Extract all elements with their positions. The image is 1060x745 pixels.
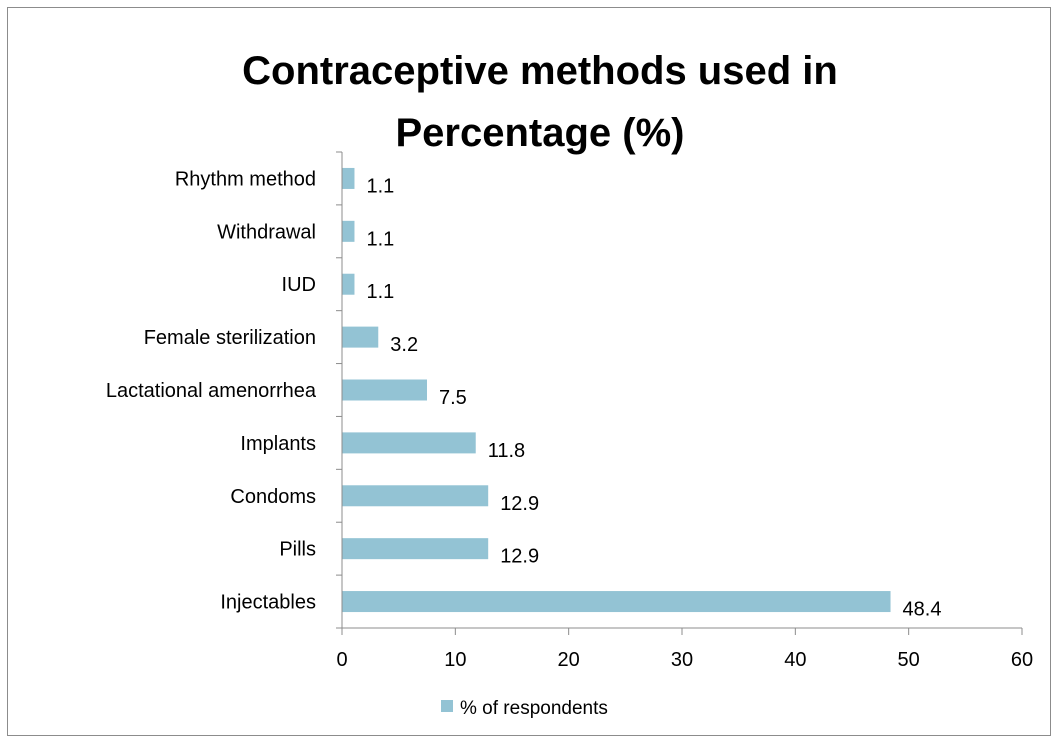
- chart-title: Contraceptive methods used in Percentage…: [0, 40, 1060, 164]
- data-label-0: 1.1: [366, 175, 394, 197]
- bar-2: [342, 273, 355, 295]
- bar-8: [342, 591, 891, 613]
- bar-6: [342, 485, 489, 507]
- bar-5: [342, 432, 476, 454]
- category-label-7: Pills: [279, 539, 316, 561]
- x-tick-label-5: 50: [898, 649, 920, 671]
- category-label-6: Condoms: [230, 486, 316, 508]
- category-label-1: Withdrawal: [217, 221, 316, 243]
- bar-1: [342, 220, 355, 242]
- category-label-4: Lactational amenorrhea: [106, 380, 317, 402]
- x-tick-label-3: 30: [671, 649, 693, 671]
- data-label-5: 11.8: [488, 440, 525, 462]
- data-label-6: 12.9: [500, 493, 539, 515]
- data-label-3: 3.2: [390, 334, 418, 356]
- data-label-2: 1.1: [366, 281, 394, 303]
- bar-4: [342, 379, 427, 401]
- bar-3: [342, 326, 379, 348]
- data-label-8: 48.4: [903, 599, 942, 621]
- x-tick-label-4: 40: [784, 649, 806, 671]
- x-tick-label-1: 10: [444, 649, 466, 671]
- chart-frame: [7, 7, 1051, 736]
- legend-label: % of respondents: [460, 698, 608, 719]
- category-label-3: Female sterilization: [144, 327, 316, 349]
- chart-title-line-1: Contraceptive methods used in: [242, 49, 838, 93]
- category-label-8: Injectables: [220, 592, 316, 614]
- x-tick-label-2: 20: [558, 649, 580, 671]
- data-label-7: 12.9: [500, 546, 539, 568]
- legend-swatch: [441, 700, 453, 712]
- category-label-2: IUD: [282, 274, 316, 296]
- bar-7: [342, 538, 489, 560]
- chart-title-line-2: Percentage (%): [395, 111, 685, 155]
- category-label-0: Rhythm method: [175, 168, 316, 190]
- x-tick-label-6: 60: [1011, 649, 1033, 671]
- x-tick-label-0: 0: [336, 649, 347, 671]
- category-label-5: Implants: [240, 433, 316, 455]
- data-label-1: 1.1: [366, 228, 394, 250]
- bar-0: [342, 167, 355, 189]
- data-label-4: 7.5: [439, 387, 467, 409]
